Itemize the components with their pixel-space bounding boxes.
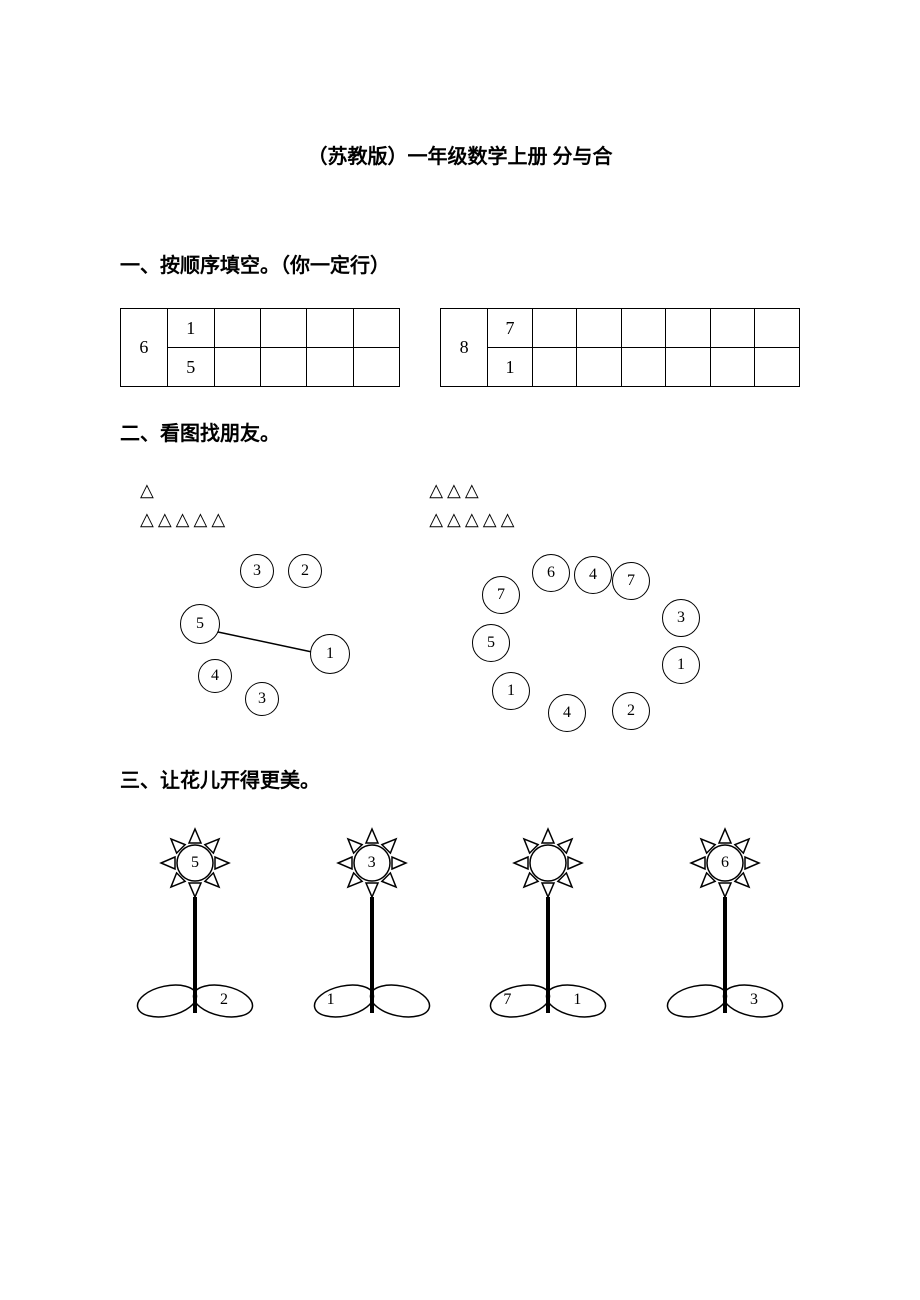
triangle-line: △△△ (429, 476, 518, 505)
number-circle[interactable]: 3 (245, 682, 279, 716)
number-circle[interactable]: 2 (612, 692, 650, 730)
number-circle[interactable]: 4 (198, 659, 232, 693)
number-circle[interactable]: 4 (574, 556, 612, 594)
number-circle[interactable]: 1 (492, 672, 530, 710)
table-cell: 1 (488, 348, 533, 387)
triangle-line: △△△△△ (429, 505, 518, 534)
page-title: （苏教版）一年级数学上册 分与合 (120, 140, 800, 169)
flower-right-leaf-value: 1 (573, 991, 581, 1009)
table-cell[interactable] (621, 309, 666, 348)
table-cell: 5 (167, 348, 214, 387)
table-cell: 7 (488, 309, 533, 348)
table-cell[interactable] (577, 348, 622, 387)
flower-center-value: 3 (354, 845, 390, 881)
table-cell[interactable] (755, 309, 800, 348)
number-circle[interactable]: 7 (612, 562, 650, 600)
match-diagram-1: 325143 (160, 554, 380, 734)
number-circle[interactable]: 6 (532, 554, 570, 592)
flower-right-leaf-value: 3 (750, 991, 758, 1009)
flower: 63 (650, 823, 800, 1023)
flower-left-leaf-value: 1 (327, 991, 335, 1009)
number-circle[interactable]: 3 (662, 599, 700, 637)
flower: 71 (473, 823, 623, 1023)
number-circle[interactable]: 2 (288, 554, 322, 588)
flower-center-value: 5 (177, 845, 213, 881)
table-cell[interactable] (666, 348, 711, 387)
table-cell[interactable] (666, 309, 711, 348)
table-6-head: 6 (121, 309, 168, 387)
table-cell[interactable] (214, 309, 260, 348)
flower: 31 (297, 823, 447, 1023)
table-cell[interactable] (755, 348, 800, 387)
table-cell[interactable] (710, 348, 755, 387)
table-cell[interactable] (261, 348, 307, 387)
triangles-row: △ △△△△△ △△△ △△△△△ (140, 476, 800, 534)
table-6: 6 1 5 (120, 308, 400, 387)
match-diagram-2: 6477351142 (440, 554, 720, 744)
number-circle[interactable]: 7 (482, 576, 520, 614)
number-circle[interactable]: 3 (240, 554, 274, 588)
flower-center-value: 6 (707, 845, 743, 881)
section3-heading: 三、让花儿开得更美。 (120, 764, 800, 793)
table-cell[interactable] (353, 348, 399, 387)
number-circle[interactable]: 1 (310, 634, 350, 674)
table-cell[interactable] (532, 309, 577, 348)
table-cell[interactable] (214, 348, 260, 387)
triangle-group-b: △△△ △△△△△ (429, 476, 518, 534)
flower-left-leaf-value: 7 (503, 991, 511, 1009)
number-circle[interactable]: 1 (662, 646, 700, 684)
flower-right-leaf-value: 2 (220, 991, 228, 1009)
section2-heading: 二、看图找朋友。 (120, 417, 800, 446)
number-circle[interactable]: 5 (472, 624, 510, 662)
connection-line (218, 632, 312, 652)
table-cell[interactable] (261, 309, 307, 348)
triangle-line: △ (140, 476, 229, 505)
flower: 52 (120, 823, 270, 1023)
table-cell[interactable] (307, 309, 353, 348)
table-8-head: 8 (441, 309, 488, 387)
circles-row: 325143 6477351142 (160, 554, 800, 744)
table-cell[interactable] (577, 309, 622, 348)
triangle-line: △△△△△ (140, 505, 229, 534)
table-8: 8 7 1 (440, 308, 800, 387)
flowers-row: 52 31 71 63 (120, 823, 800, 1023)
triangle-group-a: △ △△△△△ (140, 476, 229, 534)
table-cell: 1 (167, 309, 214, 348)
tables-row: 6 1 5 8 7 (120, 308, 800, 387)
table-cell[interactable] (532, 348, 577, 387)
flower-center-value[interactable] (530, 845, 566, 881)
section1-heading: 一、按顺序填空。（你一定行） (120, 249, 800, 278)
table-cell[interactable] (710, 309, 755, 348)
table-cell[interactable] (353, 309, 399, 348)
worksheet-page: （苏教版）一年级数学上册 分与合 一、按顺序填空。（你一定行） 6 1 5 (0, 0, 920, 1083)
table-cell[interactable] (621, 348, 666, 387)
table-cell[interactable] (307, 348, 353, 387)
number-circle[interactable]: 5 (180, 604, 220, 644)
number-circle[interactable]: 4 (548, 694, 586, 732)
